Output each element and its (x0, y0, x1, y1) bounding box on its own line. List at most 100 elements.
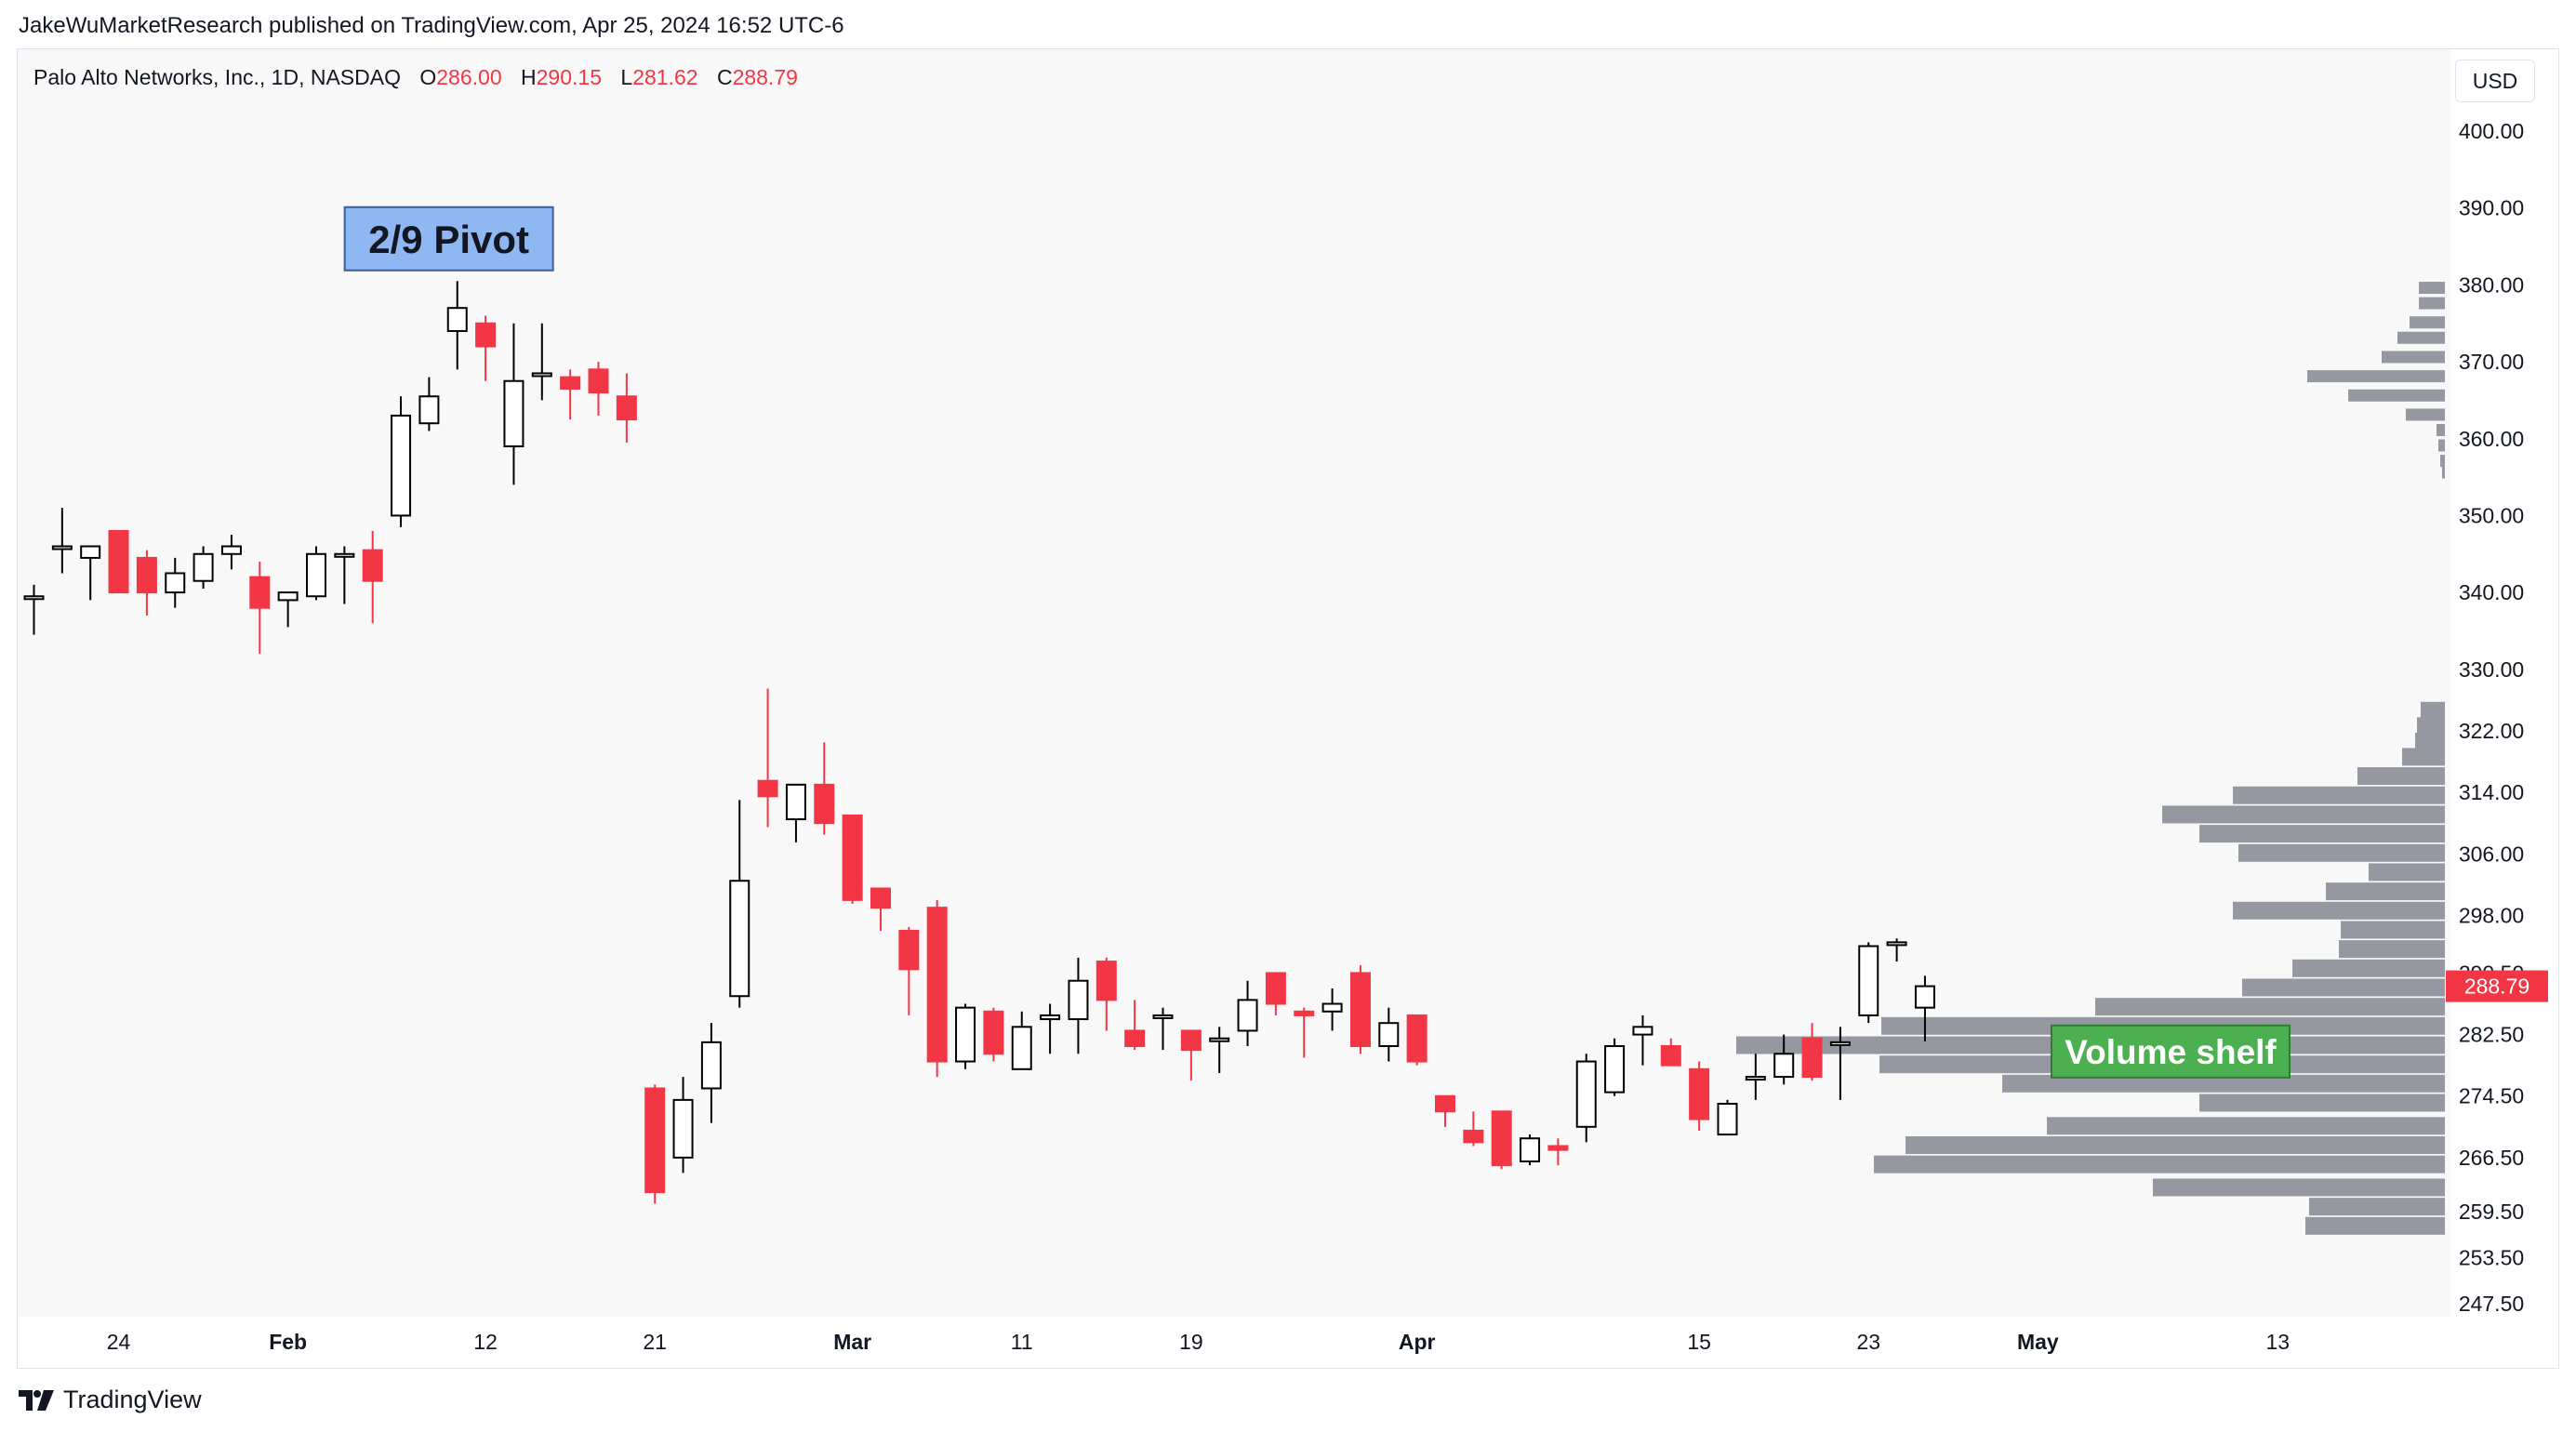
x-tick-label: 11 (1011, 1330, 1033, 1354)
candle-58 (1660, 1038, 1681, 1067)
price-axis: 400.00 390.00 380.00 370.00 360.00 350.00 340.… (2446, 119, 2548, 1316)
volume-profile-bar-main-12 (2341, 921, 2445, 939)
candle-56 (1604, 1038, 1626, 1096)
candle-13 (391, 396, 412, 527)
y-tick-label: 370.00 (2459, 350, 2524, 374)
candle-body-66 (1886, 941, 1907, 947)
candle-body-47 (1349, 972, 1371, 1047)
tradingview-logo[interactable]: TradingView (19, 1386, 202, 1414)
candle-65 (1858, 942, 1879, 1024)
y-tick-label: 282.50 (2459, 1023, 2524, 1047)
x-tick-label: Apr (1399, 1330, 1436, 1354)
candle-body-1 (51, 545, 73, 550)
candle-48 (1378, 1007, 1400, 1062)
volume-profile-bar-main-25 (2153, 1178, 2445, 1197)
volume-profile-bar-main-1 (2417, 717, 2445, 736)
volume-profile-bar-top-6 (2348, 389, 2445, 402)
candle-body-39 (1124, 1029, 1146, 1047)
candle-55 (1575, 1054, 1597, 1143)
candle-21 (616, 373, 637, 443)
candle-body-64 (1829, 1041, 1851, 1046)
candle-body-60 (1717, 1103, 1738, 1136)
candle-6 (193, 546, 214, 589)
x-tick-label: Mar (833, 1330, 871, 1354)
volume-profile-bar-top-2 (2410, 316, 2445, 329)
candle-body-35 (1011, 1026, 1032, 1070)
candle-18 (531, 323, 552, 401)
volume-profile-bar-top-3 (2397, 331, 2445, 344)
high-value: 290.15 (536, 65, 602, 89)
candle-body-0 (23, 595, 45, 601)
tradingview-logo-icon (19, 1389, 54, 1411)
candle-5 (165, 557, 186, 608)
y-tick-label: 380.00 (2459, 272, 2524, 297)
volume-profile-bar-top-7 (2406, 408, 2445, 421)
candle-body-54 (1547, 1145, 1569, 1151)
candle-body-14 (418, 395, 440, 425)
candle-0 (23, 584, 45, 635)
pivot-label: 2/9 Pivot (368, 218, 529, 261)
volume-profile-bar-main-3 (2402, 748, 2445, 766)
candle-25 (729, 800, 750, 1008)
candle-44 (1265, 972, 1286, 1015)
candle-body-58 (1660, 1044, 1681, 1067)
candle-59 (1689, 1061, 1710, 1131)
candle-body-56 (1604, 1044, 1626, 1094)
candle-body-51 (1463, 1129, 1484, 1144)
candle-4 (136, 550, 157, 616)
candle-57 (1632, 1014, 1653, 1066)
candle-body-5 (165, 572, 186, 594)
candle-body-33 (955, 1006, 976, 1063)
volume-profile-bar-main-7 (2199, 825, 2445, 843)
y-tick-label: 253.50 (2459, 1245, 2524, 1269)
candle-8 (249, 562, 271, 655)
candle-33 (955, 1003, 976, 1069)
candle-60 (1717, 1099, 1738, 1136)
candle-17 (503, 323, 524, 485)
volume-profile-bar-main-6 (2162, 805, 2445, 824)
candle-body-26 (757, 779, 778, 798)
volume-profile-bar-main-24 (1874, 1155, 2445, 1173)
volume-profile-bar-main-27 (2305, 1216, 2445, 1235)
volume-profile-bar-main-10 (2326, 882, 2445, 901)
volume-profile-bar-top-1 (2419, 297, 2445, 310)
volume-profile-bar-main-9 (2369, 863, 2445, 882)
volume-profile (1736, 282, 2445, 1235)
volume-profile-bar-top-11 (2442, 466, 2445, 479)
candle-body-34 (983, 1010, 1004, 1055)
y-tick-label: 322.00 (2459, 719, 2524, 743)
y-tick-label: 298.00 (2459, 903, 2524, 927)
y-tick-label: 330.00 (2459, 657, 2524, 682)
current-price-tag (2446, 970, 2548, 1002)
candle-20 (588, 362, 609, 416)
volume-shelf-box (2050, 1024, 2291, 1079)
volume-profile-bar-main-11 (2233, 901, 2445, 920)
candle-body-36 (1040, 1014, 1061, 1021)
candle-11 (334, 546, 355, 604)
candle-30 (870, 887, 891, 931)
y-tick-label: 274.50 (2459, 1084, 2524, 1108)
y-tick-label: 306.00 (2459, 842, 2524, 866)
volume-profile-bar-main-14 (2292, 959, 2445, 977)
volume-profile-bar-main-15 (2242, 978, 2445, 997)
candle-body-52 (1491, 1110, 1512, 1167)
candle-23 (672, 1077, 694, 1173)
candle-body-30 (870, 887, 891, 909)
tradingview-brand: TradingView (63, 1386, 202, 1413)
candle-1 (51, 508, 73, 574)
candle-41 (1180, 1029, 1202, 1081)
candle-body-24 (700, 1041, 722, 1090)
volume-profile-bar-main-21 (2199, 1094, 2445, 1112)
candle-body-37 (1068, 979, 1089, 1021)
currency-button[interactable]: USD (2455, 60, 2535, 102)
symbol-name: Palo Alto Networks, Inc., 1D, NASDAQ (33, 65, 401, 89)
y-tick-label: 400.00 (2459, 119, 2524, 143)
candle-35 (1011, 1011, 1032, 1070)
time-axis: 24 Feb 12 21 Mar 11 19 Apr 15 23 May 13 (107, 1330, 2290, 1354)
volume-profile-bar-top-9 (2438, 439, 2445, 452)
candle-34 (983, 1007, 1004, 1062)
candle-43 (1237, 980, 1258, 1046)
candle-39 (1124, 1000, 1146, 1051)
candle-body-57 (1632, 1026, 1653, 1036)
